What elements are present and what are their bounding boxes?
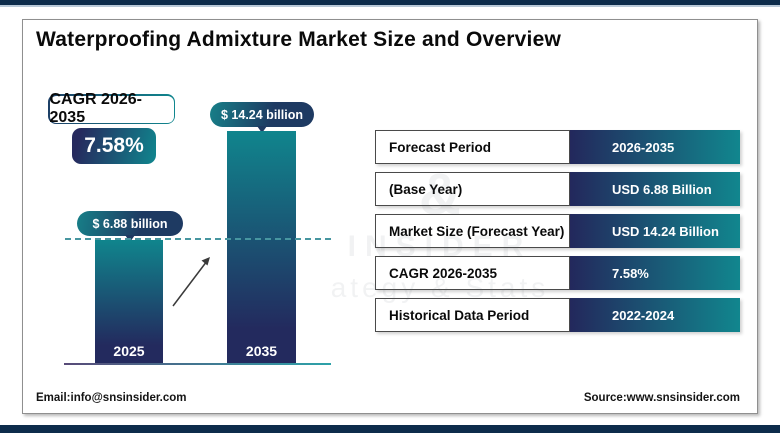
- table-row: Historical Data Period 2022-2024: [375, 298, 740, 332]
- bottom-frame-bar: [0, 425, 780, 433]
- table-row-value: USD 6.88 Billion: [570, 172, 740, 206]
- growth-arrow-icon: [172, 257, 210, 307]
- table-row-value: 2022-2024: [570, 298, 740, 332]
- top-accent-line: [0, 5, 780, 7]
- table-row: Market Size (Forecast Year) USD 14.24 Bi…: [375, 214, 740, 248]
- bar-2025: 2025: [95, 240, 163, 364]
- table-row-label: Forecast Period: [375, 130, 570, 164]
- footer-email: Email:info@snsinsider.com: [36, 392, 187, 404]
- chart-baseline: [64, 363, 331, 365]
- table-row: (Base Year) USD 6.88 Billion: [375, 172, 740, 206]
- table-row-label: (Base Year): [375, 172, 570, 206]
- cagr-label-box: CAGR 2026-2035: [48, 91, 175, 126]
- table-row-label: Historical Data Period: [375, 298, 570, 332]
- table-row-value: 7.58%: [570, 256, 740, 290]
- market-spec-table: Forecast Period 2026-2035 (Base Year) US…: [375, 130, 740, 340]
- bar-2025-label: 2025: [113, 343, 145, 359]
- footer-source: Source:www.snsinsider.com: [583, 392, 740, 404]
- reference-dashed-line: [65, 238, 331, 240]
- value-pill-2035: $ 14.24 billion: [210, 102, 314, 127]
- table-row: Forecast Period 2026-2035: [375, 130, 740, 164]
- top-frame-bar: [0, 0, 780, 5]
- table-row-label: CAGR 2026-2035: [375, 256, 570, 290]
- table-row-value: 2026-2035: [570, 130, 740, 164]
- cagr-value-badge: 7.58%: [72, 128, 156, 164]
- bar-2035: 2035: [227, 131, 296, 364]
- table-row-value: USD 14.24 Billion: [570, 214, 740, 248]
- cagr-label: CAGR 2026-2035: [49, 91, 174, 126]
- value-pill-2035-pointer: [257, 126, 267, 133]
- bar-2035-label: 2035: [245, 343, 278, 359]
- page-title: Waterproofing Admixture Market Size and …: [36, 28, 561, 51]
- value-pill-2025: $ 6.88 billion: [77, 211, 183, 236]
- table-row: CAGR 2026-2035 7.58%: [375, 256, 740, 290]
- table-row-label: Market Size (Forecast Year): [375, 214, 570, 248]
